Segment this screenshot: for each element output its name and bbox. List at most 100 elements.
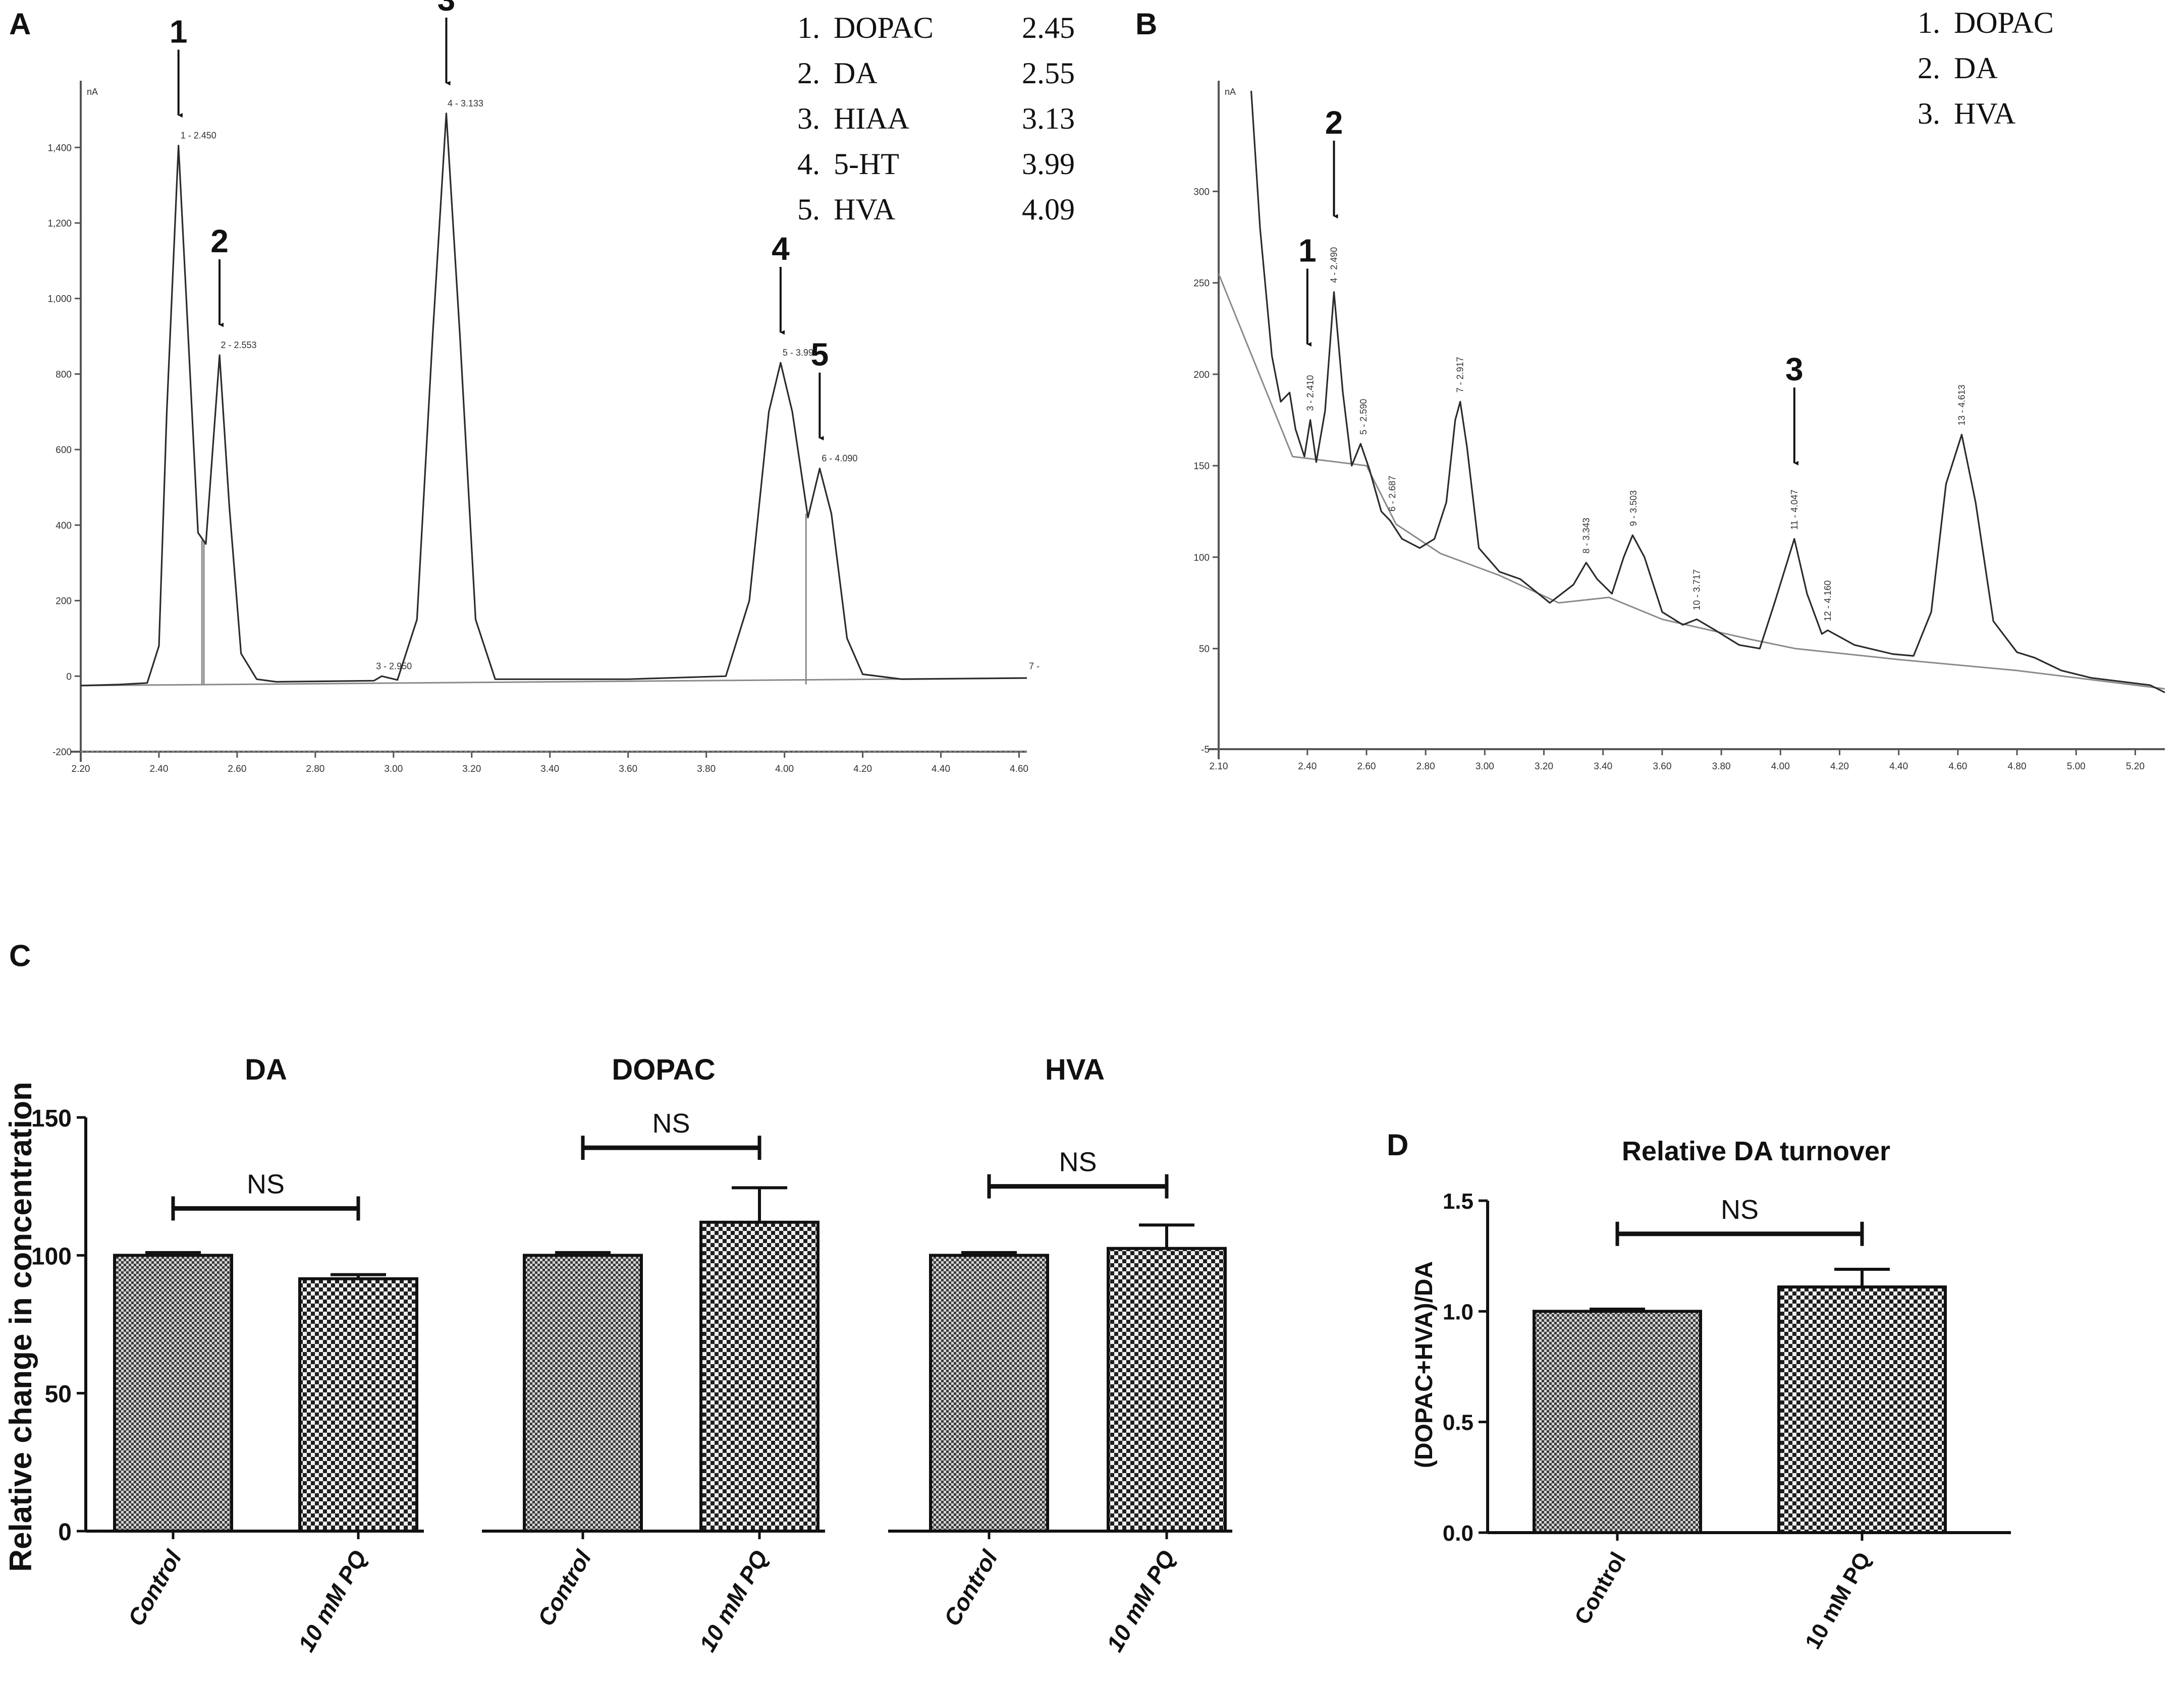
- x-tick-label: 4.40: [1889, 761, 1908, 772]
- significance-label: NS: [247, 1169, 285, 1199]
- x-tick-label: 4.60: [1010, 764, 1028, 774]
- y-tick-label: 1.5: [1443, 1189, 1473, 1214]
- x-tick-label: 4.00: [775, 764, 794, 774]
- peak-label: 2 - 2.553: [221, 340, 257, 350]
- legend-compound-name: HIAA: [834, 102, 909, 135]
- peak-label: 8 - 3.343: [1581, 518, 1591, 553]
- y-tick-label: 250: [1193, 278, 1210, 289]
- panel-label-d: D: [1387, 1128, 1408, 1162]
- y-axis-unit-label: nA: [87, 87, 98, 97]
- y-tick-label: 0: [66, 671, 72, 682]
- y-tick-label: 1,200: [47, 218, 72, 229]
- category-label: Control: [532, 1545, 596, 1630]
- peak-label: 4 - 3.133: [448, 98, 483, 108]
- legend-compound-name: HVA: [834, 193, 895, 226]
- y-tick-label: 100: [1193, 552, 1210, 563]
- y-tick-label: 400: [56, 521, 72, 531]
- peak-label: 5 - 2.590: [1358, 399, 1369, 435]
- chart-a-chromatogram: nA -200 0 200 400 600 800 1,000 1,200 1,400 2.20 2.…: [47, 0, 1075, 774]
- category-label: 10 mM PQ: [694, 1546, 773, 1656]
- significance-label: NS: [1059, 1147, 1097, 1177]
- peak-label: 10 - 3.717: [1691, 570, 1702, 610]
- peak-number-label: 2: [210, 223, 229, 259]
- y-tick-label: 200: [56, 596, 72, 607]
- x-tick-label: 2.20: [72, 764, 90, 774]
- bar: [523, 1254, 643, 1533]
- category-label: Control: [123, 1545, 187, 1630]
- y-tick-label: 50: [1199, 644, 1210, 655]
- x-tick-label: 2.40: [149, 764, 168, 774]
- legend-retention-time: 2.55: [1022, 57, 1075, 90]
- chart-d-turnover: 0.0 0.5 1.0 1.5 (DOPAC+HVA)/DA Relative DA tu…: [1411, 1136, 2011, 1653]
- y-tick-label: -200: [52, 747, 72, 758]
- chromatogram-trace: [80, 113, 1027, 687]
- x-tick-label: 4.60: [1948, 761, 1967, 772]
- y-tick-label: 0.5: [1443, 1411, 1473, 1435]
- y-tick-label: 1.0: [1443, 1300, 1473, 1324]
- x-tick-label: 2.10: [1210, 761, 1228, 772]
- x-tick-label: 3.60: [1653, 761, 1671, 772]
- y-tick-label: 300: [1193, 187, 1210, 197]
- peak-label: 4 - 2.490: [1329, 247, 1339, 283]
- peak-label: 12 - 4.160: [1823, 580, 1833, 621]
- x-tick-label: 5.00: [2067, 761, 2086, 772]
- peak-label: 6 - 2.687: [1387, 476, 1397, 512]
- peak-label: 6 - 4.090: [822, 454, 857, 464]
- x-tick-label: 2.60: [228, 764, 246, 774]
- legend-retention-time: 3.13: [1022, 102, 1075, 135]
- category-label: Control: [1570, 1548, 1631, 1629]
- x-tick-label: 3.40: [540, 764, 559, 774]
- legend-number: 3.: [797, 102, 820, 135]
- x-tick-label: 3.00: [1476, 761, 1494, 772]
- bar: [113, 1254, 233, 1533]
- x-tick-label: 2.80: [1416, 761, 1435, 772]
- y-tick-label: 800: [56, 369, 72, 380]
- bar: [1107, 1247, 1227, 1533]
- x-tick-label: 2.80: [306, 764, 324, 774]
- bar: [699, 1220, 820, 1533]
- legend-retention-time: 2.45: [1022, 11, 1075, 44]
- peak-number-label: 4: [772, 231, 790, 267]
- panel-label-a: A: [9, 7, 31, 41]
- x-tick-label: 3.20: [462, 764, 481, 774]
- peak-label: 9 - 3.503: [1628, 490, 1639, 526]
- bar: [298, 1277, 418, 1533]
- x-tick-label: 3.80: [1712, 761, 1731, 772]
- peak-number-label: 5: [811, 336, 829, 373]
- category-label: 10 mM PQ: [293, 1546, 371, 1656]
- x-tick-label: 3.00: [384, 764, 403, 774]
- legend-retention-time: 4.09: [1022, 193, 1075, 226]
- integration-baseline: [1218, 273, 2165, 690]
- x-tick-label: 3.60: [619, 764, 637, 774]
- legend-retention-time: 3.99: [1022, 147, 1075, 181]
- legend-compound-name: HVA: [1954, 97, 2015, 130]
- peak-label: 5 - 3.99: [783, 348, 813, 358]
- y-tick-label: 1,000: [47, 294, 72, 305]
- y-tick-label: 150: [31, 1105, 72, 1132]
- y-tick-label: 50: [45, 1381, 72, 1408]
- legend-number: 2.: [1918, 51, 1940, 85]
- category-label: 10 mM PQ: [1800, 1548, 1876, 1654]
- peak-label: 7 -: [1029, 661, 1040, 671]
- y-tick-label: 200: [1193, 370, 1210, 380]
- group-title: DOPAC: [612, 1053, 715, 1086]
- legend-number: 3.: [1918, 97, 1940, 130]
- y-tick-label: 0.0: [1443, 1521, 1473, 1546]
- peak-label: 3 - 2.950: [376, 661, 412, 671]
- legend-number: 5.: [797, 193, 820, 226]
- chromatogram-trace: [1250, 90, 2165, 694]
- legend-compound-name: DOPAC: [834, 11, 934, 44]
- peak-label: 7 - 2.917: [1455, 357, 1465, 392]
- legend-compound-name: DOPAC: [1954, 6, 2054, 39]
- bar: [1533, 1310, 1702, 1534]
- peak-number-label: 3: [1785, 351, 1804, 387]
- y-tick-label: 1,400: [47, 143, 72, 153]
- category-label: Control: [939, 1545, 1003, 1630]
- legend-number: 2.: [797, 57, 820, 90]
- y-tick-label: 150: [1193, 461, 1210, 472]
- chart-b-chromatogram: nA -5 50 100 150 200 250 300 2.10 2.40 2.60 2.80 3.0…: [1193, 6, 2165, 772]
- x-tick-label: 4.00: [1771, 761, 1790, 772]
- legend-compound-name: 5-HT: [834, 147, 899, 181]
- bar: [929, 1254, 1049, 1533]
